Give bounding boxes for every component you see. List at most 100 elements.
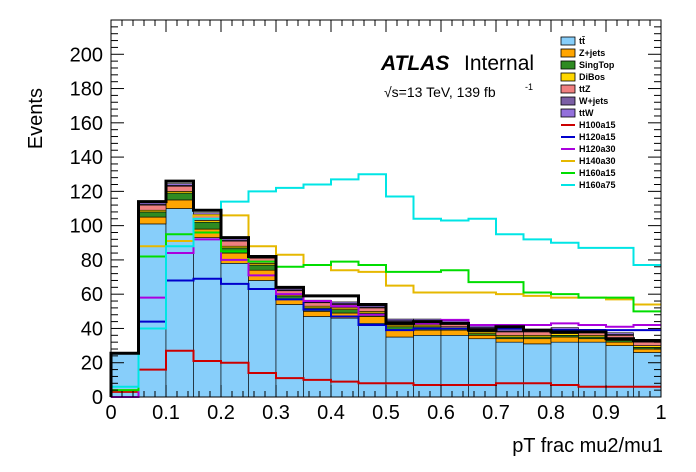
stack-bar-1-15	[523, 338, 552, 345]
legend-label-H160a15: H160a15	[579, 168, 616, 178]
stack-bar-4-15	[523, 331, 552, 336]
stack-bar-1-13	[468, 335, 497, 340]
atlas-label: ATLAS	[380, 52, 449, 75]
stack-bar-0-15	[523, 343, 552, 398]
stack-bar-4-9	[358, 307, 387, 312]
stack-bar-0-2	[165, 208, 194, 398]
y-tick-label: 80	[81, 250, 103, 272]
legend-swatch-6	[560, 108, 576, 118]
stack-bar-6-14	[495, 329, 524, 332]
total-outline-line	[109, 179, 661, 397]
y-axis-label: Events	[25, 88, 47, 149]
legend-label-4: ttZ	[579, 84, 591, 94]
stack-bar-1-7	[303, 311, 332, 317]
legend-label-H120a30: H120a30	[579, 144, 616, 154]
stack-bar-0-11	[413, 335, 442, 398]
stack-bar-1-19	[633, 348, 662, 353]
signal-line-H100a15	[110, 349, 661, 397]
stack-bar-1-2	[165, 199, 194, 209]
y-tick-label: 40	[81, 318, 103, 340]
stack-bar-0-3	[193, 237, 222, 398]
y-tick-label: 200	[70, 44, 103, 66]
stack-bar-6-2	[165, 183, 194, 186]
x-axis-label: pT frac mu2/mu1	[512, 435, 663, 457]
y-tick-label: 60	[81, 284, 103, 306]
stack-bar-1-17	[578, 338, 607, 343]
x-tick-label: 0.5	[372, 402, 400, 424]
legend-label-H160a75: H160a75	[579, 180, 616, 190]
legend-label-0: tt̄	[579, 36, 585, 46]
y-tick-label: 160	[70, 113, 103, 135]
stack-bar-0-12	[440, 335, 469, 398]
y-tick-label: 140	[70, 147, 103, 169]
x-tick-label: 0.8	[537, 402, 565, 424]
stack-bar-1-12	[440, 329, 469, 336]
x-tick-label: 0	[105, 402, 116, 424]
stack-bar-0-16	[550, 341, 579, 398]
stack-bar-1-18	[605, 341, 634, 346]
stack-bar-1-9	[358, 316, 387, 324]
stack-bar-4-7	[303, 302, 332, 307]
stack-bar-0-4	[220, 263, 249, 398]
stack-bar-6-18	[605, 332, 634, 335]
legend-label-H120a15: H120a15	[579, 132, 616, 142]
x-tick-label: 0.6	[427, 402, 455, 424]
stack-bar-1-4	[220, 252, 249, 264]
legend-label-3: DiBos	[579, 72, 605, 82]
x-tick-label: 0.7	[482, 402, 510, 424]
x-tick-label: 1	[655, 402, 666, 424]
y-tick-label: 180	[70, 79, 103, 101]
stack-bar-1-14	[495, 338, 524, 343]
legend-swatch-5	[560, 96, 576, 106]
stack-bar-0-17	[578, 341, 607, 398]
stack-bar-0-14	[495, 341, 524, 398]
x-tick-label: 0.9	[592, 402, 620, 424]
y-tick-label: 0	[92, 387, 103, 409]
total-background-outline	[109, 179, 661, 397]
legend-label-1: Z+jets	[579, 48, 605, 58]
stack-bar-2-3	[193, 221, 222, 230]
stack-bar-4-19	[633, 341, 662, 346]
stack-bar-1-1	[138, 216, 167, 225]
legend: tt̄ Z+jets SingTop DiBos ttZ W+jets ttW H100a15…	[560, 36, 616, 190]
stack-bar-0-5	[248, 280, 277, 398]
legend-swatch-0	[560, 36, 576, 46]
stack-bar-0-7	[303, 316, 332, 398]
stack-bar-0-10	[385, 336, 414, 398]
stack-bar-6-13	[468, 325, 497, 328]
x-tick-label: 0.1	[152, 402, 180, 424]
y-axis-ticks: 0 20 40 60 80 100 120 140 160 180 200	[70, 19, 661, 409]
stack-bar-6-10	[385, 318, 414, 322]
stack-bar-4-4	[220, 240, 249, 247]
x-tick-label: 0.2	[207, 402, 235, 424]
stack-bar-1-16	[550, 336, 579, 343]
stack-bar-2-1	[138, 211, 167, 218]
stack-bar-0-8	[330, 317, 359, 398]
stack-bar-6-8	[330, 301, 359, 304]
legend-swatch-4	[560, 84, 576, 94]
x-tick-label: 0.3	[262, 402, 290, 424]
stack-bar-0-9	[358, 323, 387, 398]
legend-label-H140a30: H140a30	[579, 156, 616, 166]
legend-label-2: SingTop	[579, 60, 615, 70]
legend-label-6: ttW	[579, 108, 594, 118]
y-tick-label: 100	[70, 216, 103, 238]
stack-bar-6-3	[193, 212, 222, 215]
luminosity-label: √s=13 TeV, 139 fb	[384, 84, 496, 100]
stack-bar-0-18	[605, 345, 634, 398]
legend-label-5: W+jets	[579, 96, 608, 106]
stack-bar-4-1	[138, 204, 167, 211]
stack-bar-2-5	[248, 264, 277, 271]
signal-line-H160a75	[110, 173, 661, 397]
stack-bar-6-16	[550, 327, 579, 330]
x-tick-label: 0.4	[317, 402, 345, 424]
stack-bar-2-2	[165, 192, 194, 201]
stack-bar-2-8	[330, 309, 359, 314]
luminosity-exponent: -1	[525, 82, 533, 92]
legend-swatch-2	[560, 60, 576, 70]
x-axis-ticks: 0 0.1 0.2 0.3 0.4 0.5 0.6 0.7 0.8 0.9 1	[105, 20, 667, 424]
stack-bar-0-13	[468, 338, 497, 398]
stack-bar-0-1	[138, 223, 167, 398]
stack-bar-0-6	[275, 304, 304, 398]
